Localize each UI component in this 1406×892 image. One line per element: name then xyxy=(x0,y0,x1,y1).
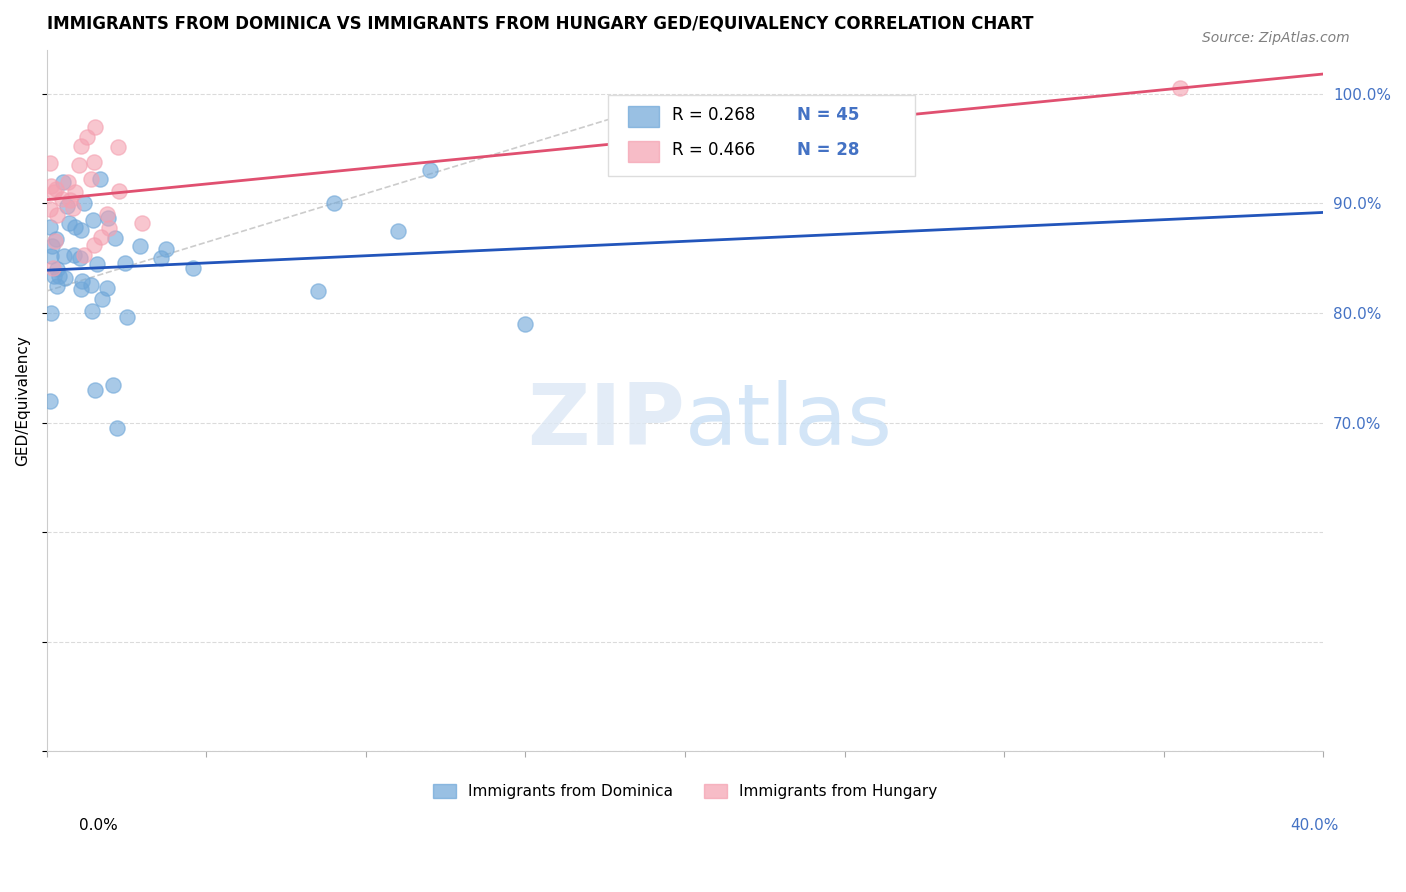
Point xyxy=(70,223,93,237)
FancyBboxPatch shape xyxy=(627,106,659,127)
Point xyxy=(307,284,329,298)
Point xyxy=(56,199,79,213)
Point xyxy=(73,248,96,262)
Point xyxy=(42,186,65,200)
Point xyxy=(63,219,86,234)
Point xyxy=(69,251,91,265)
Legend: Immigrants from Dominica, Immigrants from Hungary: Immigrants from Dominica, Immigrants fro… xyxy=(425,777,945,807)
Point xyxy=(115,310,138,324)
Text: atlas: atlas xyxy=(685,380,893,463)
Point xyxy=(63,247,86,261)
Text: R = 0.268: R = 0.268 xyxy=(672,106,755,124)
Point xyxy=(39,306,62,320)
Point xyxy=(39,249,62,263)
Point xyxy=(114,255,136,269)
Point xyxy=(42,268,65,283)
Point xyxy=(105,421,128,435)
Point xyxy=(70,274,93,288)
Text: N = 45: N = 45 xyxy=(797,106,859,124)
Point xyxy=(51,192,73,206)
Text: Source: ZipAtlas.com: Source: ZipAtlas.com xyxy=(1202,31,1350,45)
Point xyxy=(131,216,153,230)
Point xyxy=(52,175,75,189)
Point xyxy=(44,234,66,248)
Point xyxy=(97,221,120,235)
Point xyxy=(387,224,409,238)
Point xyxy=(82,213,104,227)
Text: R = 0.466: R = 0.466 xyxy=(672,141,755,159)
Point xyxy=(48,268,70,283)
Point xyxy=(58,216,80,230)
Point xyxy=(79,277,101,292)
Point xyxy=(38,202,60,217)
Point xyxy=(46,261,69,276)
Text: ZIP: ZIP xyxy=(527,380,685,463)
Point xyxy=(41,239,63,253)
Point xyxy=(83,155,105,169)
Point xyxy=(67,158,90,172)
Point xyxy=(38,393,60,408)
Point xyxy=(101,377,124,392)
Point xyxy=(419,163,441,178)
Point xyxy=(91,292,114,306)
Point xyxy=(42,260,65,275)
Point xyxy=(80,172,103,186)
Point xyxy=(70,139,93,153)
Point xyxy=(84,120,107,134)
Point xyxy=(107,140,129,154)
FancyBboxPatch shape xyxy=(609,95,915,176)
Point xyxy=(322,196,344,211)
FancyBboxPatch shape xyxy=(627,141,659,162)
Point xyxy=(76,129,98,144)
Point xyxy=(45,182,67,196)
Point xyxy=(53,271,76,285)
Point xyxy=(80,304,103,318)
Point xyxy=(128,239,150,253)
Text: N = 28: N = 28 xyxy=(797,141,859,159)
Point xyxy=(38,156,60,170)
Point xyxy=(45,208,67,222)
Point xyxy=(150,251,173,265)
Point xyxy=(44,232,66,246)
Point xyxy=(1168,81,1191,95)
Point xyxy=(38,219,60,234)
Point xyxy=(90,229,112,244)
Point xyxy=(515,317,537,331)
Y-axis label: GED/Equivalency: GED/Equivalency xyxy=(15,335,30,467)
Point xyxy=(83,238,105,252)
Point xyxy=(73,196,96,211)
Point xyxy=(104,231,127,245)
Point xyxy=(63,185,86,199)
Point xyxy=(86,257,108,271)
Point xyxy=(46,279,69,293)
Point xyxy=(155,243,177,257)
Point xyxy=(52,249,75,263)
Point xyxy=(183,261,205,276)
Point xyxy=(39,178,62,193)
Point xyxy=(83,383,105,397)
Point xyxy=(96,207,118,221)
Point xyxy=(108,184,131,198)
Point xyxy=(96,281,118,295)
Text: 0.0%: 0.0% xyxy=(79,818,118,832)
Text: IMMIGRANTS FROM DOMINICA VS IMMIGRANTS FROM HUNGARY GED/EQUIVALENCY CORRELATION : IMMIGRANTS FROM DOMINICA VS IMMIGRANTS F… xyxy=(46,15,1033,33)
Point xyxy=(59,193,82,207)
Point xyxy=(97,211,120,225)
Point xyxy=(62,201,84,215)
Point xyxy=(89,171,111,186)
Point xyxy=(70,282,93,296)
Point xyxy=(58,175,80,189)
Text: 40.0%: 40.0% xyxy=(1291,818,1339,832)
